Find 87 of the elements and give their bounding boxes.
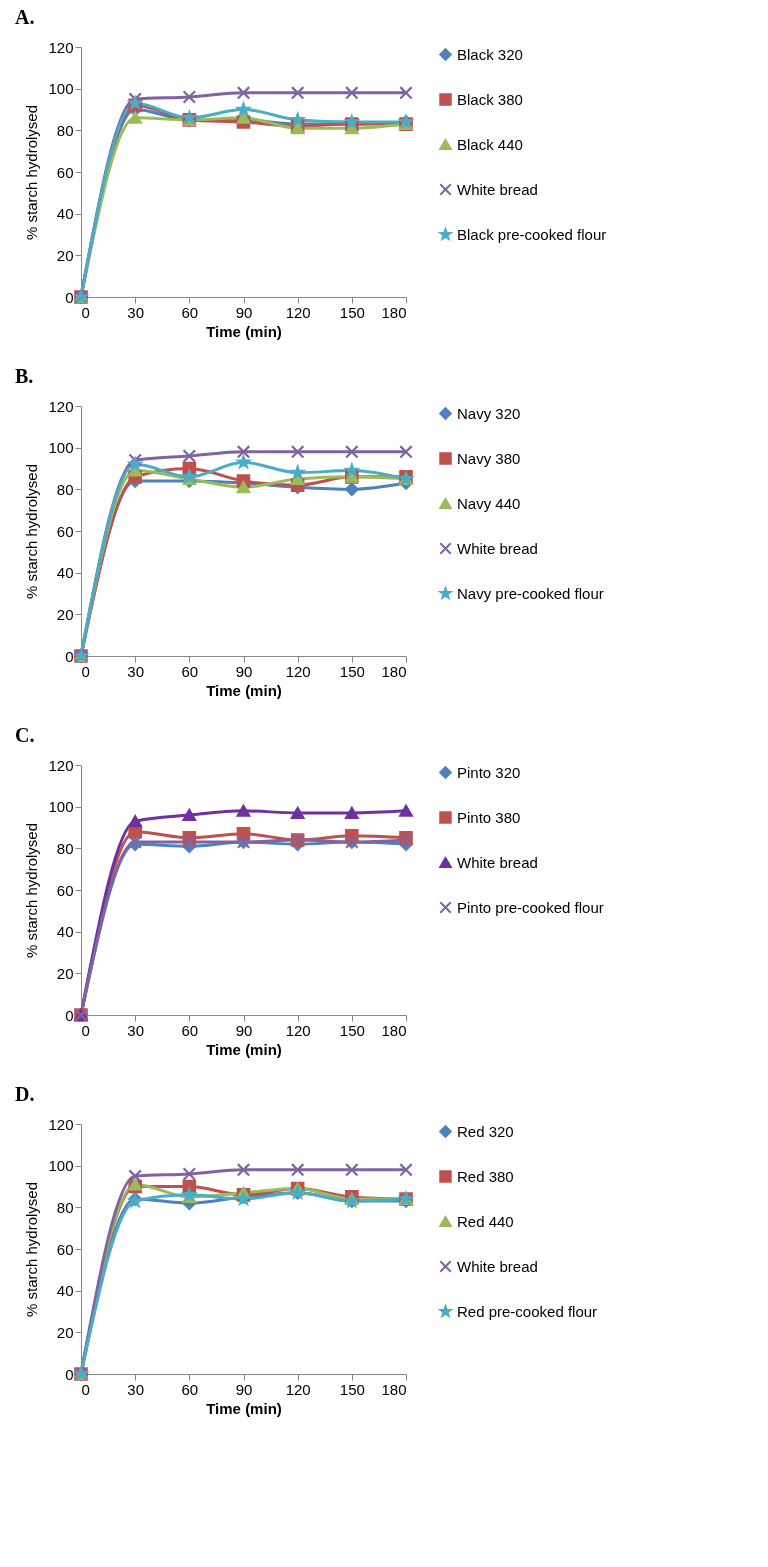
legend-label: Pinto pre-cooked flour	[457, 898, 604, 916]
x-tick-label: 0	[81, 662, 90, 680]
y-tick-label: 80	[56, 480, 74, 498]
x-axis-title: Time (min)	[206, 1040, 282, 1058]
y-tick-label: 20	[56, 964, 74, 982]
y-tick-label: 40	[56, 923, 74, 941]
legend-label: White bread	[457, 1257, 538, 1275]
x-tick-label: 90	[235, 662, 253, 680]
x-tick-label: 0	[81, 303, 90, 321]
x-tick-label: 90	[235, 1021, 253, 1039]
y-tick-label: 60	[56, 881, 74, 899]
legend-label: Black 440	[457, 135, 523, 153]
y-tick-label: 60	[56, 522, 74, 540]
x-tick-label: 120	[285, 662, 311, 680]
y-tick-label: 0	[65, 1365, 74, 1383]
chart-title: A.	[14, 6, 35, 28]
x-tick-label: 60	[181, 1021, 199, 1039]
x-axis-title: Time (min)	[206, 1399, 282, 1417]
x-tick-label: 180	[381, 1021, 407, 1039]
y-axis-title: % starch hydrolysed	[23, 463, 41, 600]
x-axis-title: Time (min)	[206, 681, 282, 699]
y-tick-label: 80	[56, 121, 74, 139]
legend-label: Navy 440	[457, 494, 521, 512]
legend-label: White bread	[457, 853, 538, 871]
x-tick-label: 90	[235, 1380, 253, 1398]
y-tick-label: 20	[56, 605, 74, 623]
y-tick-label: 100	[48, 80, 74, 98]
x-tick-label: 120	[285, 1021, 311, 1039]
chart-title: B.	[14, 365, 34, 387]
legend-label: Red 320	[457, 1122, 514, 1140]
x-tick-label: 180	[381, 1380, 407, 1398]
legend-label: Navy 380	[457, 449, 521, 467]
y-tick-label: 40	[56, 1282, 74, 1300]
y-axis-title: % starch hydrolysed	[23, 822, 41, 959]
legend-label: Black 380	[457, 90, 523, 108]
y-tick-label: 120	[48, 756, 74, 774]
y-tick-label: 60	[56, 1240, 74, 1258]
y-tick-label: 0	[65, 647, 74, 665]
y-tick-label: 20	[56, 1323, 74, 1341]
y-tick-label: 100	[48, 1157, 74, 1175]
y-tick-label: 0	[65, 1006, 74, 1024]
chart-title: C.	[14, 724, 35, 746]
y-tick-label: 120	[48, 1115, 74, 1133]
x-tick-label: 30	[127, 1021, 145, 1039]
legend-label: Navy 320	[457, 404, 521, 422]
x-tick-label: 120	[285, 303, 311, 321]
y-tick-label: 40	[56, 205, 74, 223]
x-tick-label: 30	[127, 303, 145, 321]
x-tick-label: 150	[339, 1380, 365, 1398]
x-tick-label: 30	[127, 662, 145, 680]
y-tick-label: 120	[48, 397, 74, 415]
y-tick-label: 100	[48, 798, 74, 816]
legend-label: Black pre-cooked flour	[457, 225, 607, 243]
y-tick-label: 100	[48, 439, 74, 457]
y-tick-label: 60	[56, 163, 74, 181]
y-tick-label: 20	[56, 246, 74, 264]
x-axis-title: Time (min)	[206, 322, 282, 340]
y-tick-label: 120	[48, 38, 74, 56]
y-axis-title: % starch hydrolysed	[23, 104, 41, 241]
legend-label: Pinto 380	[457, 808, 521, 826]
x-tick-label: 180	[381, 303, 407, 321]
x-tick-label: 60	[181, 1380, 199, 1398]
x-tick-label: 150	[339, 662, 365, 680]
x-tick-label: 30	[127, 1380, 145, 1398]
legend-label: Black 320	[457, 45, 523, 63]
y-tick-label: 80	[56, 839, 74, 857]
legend-label: White bread	[457, 539, 538, 557]
x-tick-label: 60	[181, 303, 199, 321]
y-axis-title: % starch hydrolysed	[23, 1181, 41, 1318]
x-tick-label: 90	[235, 303, 253, 321]
legend-label: Navy pre-cooked flour	[457, 584, 604, 602]
legend-label: Red pre-cooked flour	[457, 1302, 598, 1320]
x-tick-label: 180	[381, 662, 407, 680]
legend-label: Red 440	[457, 1212, 514, 1230]
chart-title: D.	[14, 1083, 35, 1105]
legend-label: Red 380	[457, 1167, 514, 1185]
y-tick-label: 40	[56, 564, 74, 582]
x-tick-label: 60	[181, 662, 199, 680]
x-tick-label: 150	[339, 1021, 365, 1039]
y-tick-label: 0	[65, 288, 74, 306]
x-tick-label: 120	[285, 1380, 311, 1398]
x-tick-label: 150	[339, 303, 365, 321]
x-tick-label: 0	[81, 1021, 90, 1039]
legend-label: White bread	[457, 180, 538, 198]
y-tick-label: 80	[56, 1198, 74, 1216]
legend-label: Pinto 320	[457, 763, 521, 781]
x-tick-label: 0	[81, 1380, 90, 1398]
